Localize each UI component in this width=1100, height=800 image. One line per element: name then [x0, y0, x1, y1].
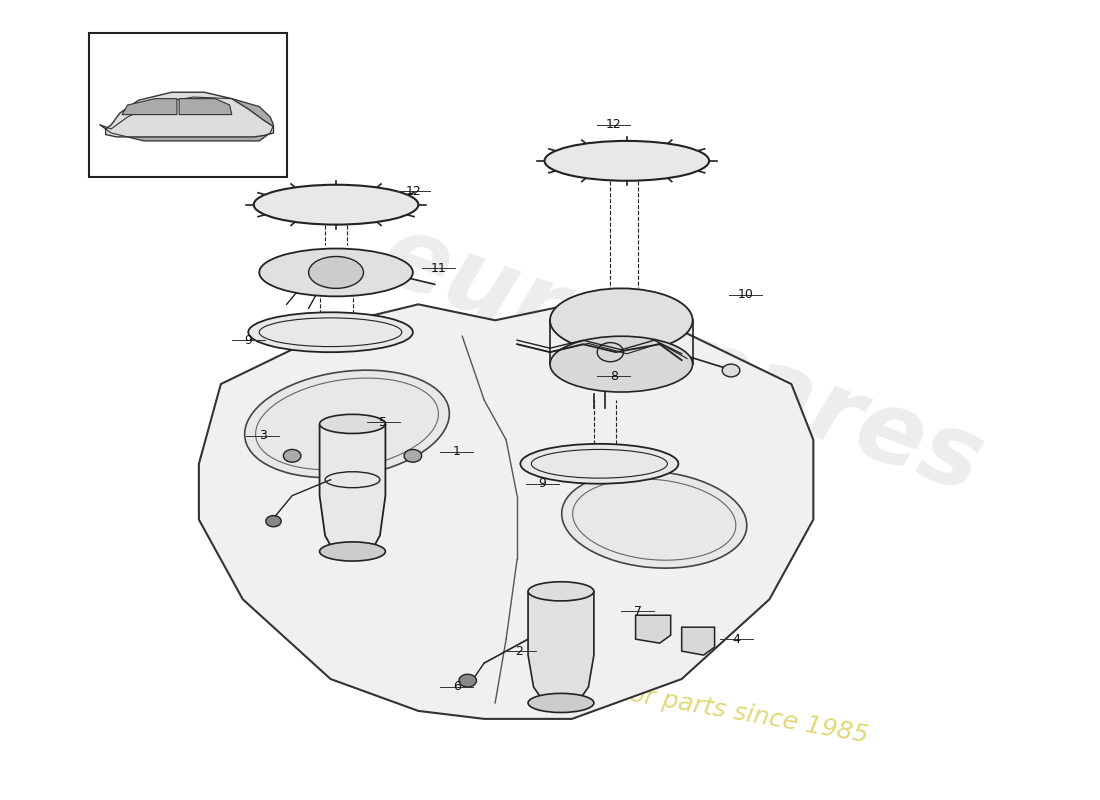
Ellipse shape	[520, 444, 679, 484]
Ellipse shape	[254, 185, 418, 225]
Text: 1: 1	[453, 446, 461, 458]
Circle shape	[113, 122, 148, 148]
Text: 9: 9	[538, 478, 547, 490]
Text: 5: 5	[379, 416, 387, 429]
Ellipse shape	[320, 542, 385, 561]
PathPatch shape	[636, 615, 671, 643]
Ellipse shape	[260, 249, 412, 296]
Ellipse shape	[550, 288, 693, 352]
Polygon shape	[100, 97, 274, 141]
Text: 8: 8	[609, 370, 617, 382]
Text: 6: 6	[453, 681, 461, 694]
Ellipse shape	[309, 257, 363, 288]
Text: eurospares: eurospares	[367, 206, 996, 514]
Ellipse shape	[320, 414, 385, 434]
Text: 2: 2	[515, 645, 524, 658]
PathPatch shape	[320, 424, 385, 555]
PathPatch shape	[199, 304, 813, 719]
PathPatch shape	[682, 627, 715, 655]
Ellipse shape	[562, 471, 747, 568]
Text: 12: 12	[406, 185, 421, 198]
Text: 11: 11	[430, 262, 446, 275]
FancyBboxPatch shape	[89, 34, 287, 177]
Text: 7: 7	[634, 605, 641, 618]
Ellipse shape	[550, 336, 693, 392]
PathPatch shape	[122, 98, 177, 114]
Ellipse shape	[528, 694, 594, 713]
Ellipse shape	[528, 582, 594, 601]
Ellipse shape	[249, 312, 412, 352]
PathPatch shape	[106, 92, 274, 137]
Circle shape	[234, 122, 270, 148]
Text: 10: 10	[737, 288, 754, 302]
Circle shape	[404, 450, 421, 462]
Text: 12: 12	[606, 118, 621, 131]
Circle shape	[284, 450, 301, 462]
Circle shape	[459, 674, 476, 687]
Circle shape	[241, 127, 263, 143]
PathPatch shape	[528, 591, 594, 703]
Circle shape	[723, 364, 740, 377]
Circle shape	[120, 127, 142, 143]
Ellipse shape	[544, 141, 710, 181]
PathPatch shape	[179, 98, 232, 114]
Text: 4: 4	[733, 633, 740, 646]
Ellipse shape	[244, 370, 450, 478]
Circle shape	[266, 515, 282, 526]
Text: 3: 3	[258, 430, 266, 442]
Text: a passion for parts since 1985: a passion for parts since 1985	[494, 658, 870, 747]
Text: 9: 9	[244, 334, 252, 346]
